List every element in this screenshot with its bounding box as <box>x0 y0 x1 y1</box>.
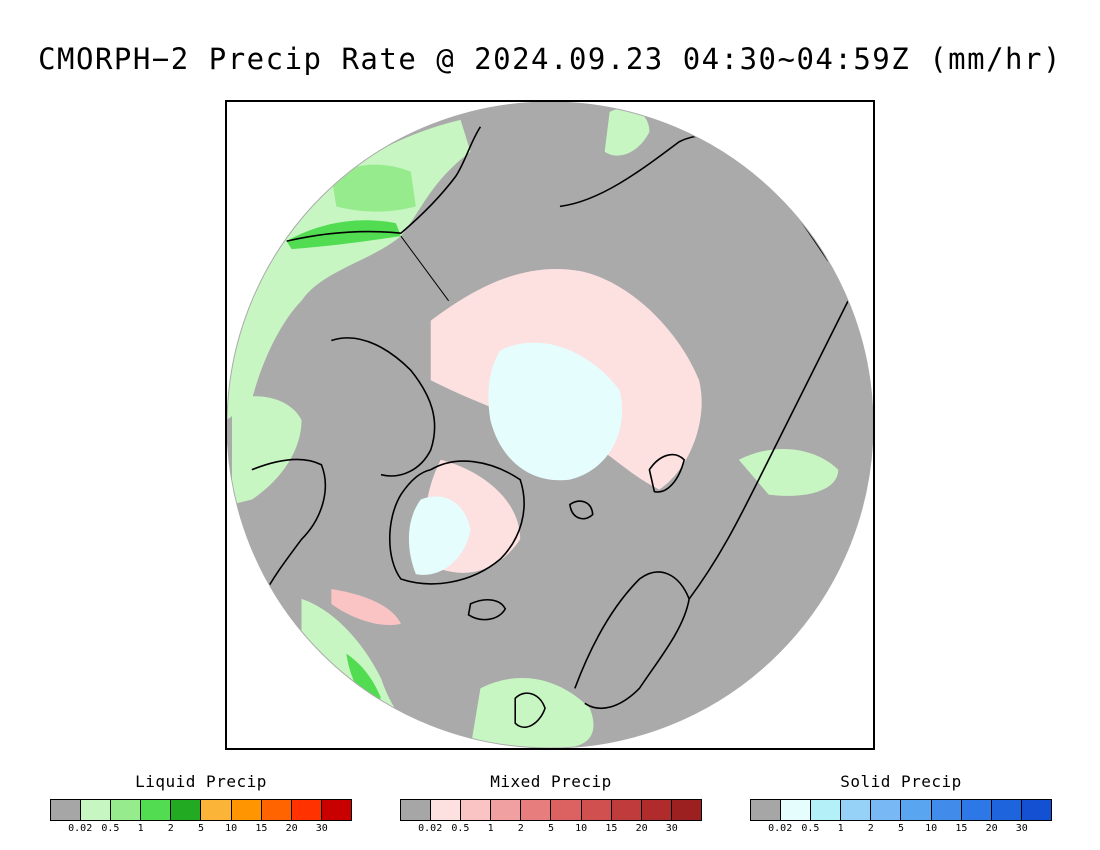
legend-swatch <box>1021 800 1051 820</box>
legend-swatch <box>491 800 522 820</box>
legend-swatch <box>811 800 842 820</box>
coastline-greenland <box>388 460 525 585</box>
legend-swatch <box>841 800 872 820</box>
legend-swatch <box>521 800 552 820</box>
legend-tick-label: 20 <box>985 823 998 834</box>
map-disc <box>227 102 873 748</box>
legend-tick-label: 0.5 <box>101 823 120 834</box>
coastline-canada-archipelago <box>331 337 436 477</box>
legend-swatch <box>321 800 351 820</box>
legend-swatch <box>581 800 612 820</box>
legend-title: Solid Precip <box>840 772 962 791</box>
legend-tick-label: 15 <box>955 823 968 834</box>
legend-tick-label: 1 <box>837 823 844 834</box>
legend-swatch <box>671 800 701 820</box>
legend-mixed-precip: Mixed Precip 0.02 0.5 1 2 5 10 15 20 30 <box>400 772 702 837</box>
legend-swatch <box>171 800 202 820</box>
legend-swatch <box>401 800 432 820</box>
legend-tick-label: 30 <box>1015 823 1028 834</box>
mixed-precip-north-atlantic <box>331 588 401 626</box>
legend-title: Liquid Precip <box>135 772 267 791</box>
liquid-precip-aleutian-band <box>286 220 401 250</box>
legend-swatch <box>141 800 172 820</box>
legend-tick-label: 0.5 <box>801 823 820 834</box>
legend-tick-label: 5 <box>897 823 905 834</box>
legend-swatch <box>551 800 582 820</box>
legend-swatch <box>901 800 932 820</box>
legend-swatch <box>201 800 232 820</box>
legend-title: Mixed Precip <box>490 772 612 791</box>
legend-tick-label: 2 <box>167 823 174 834</box>
legend-swatch <box>961 800 992 820</box>
coastline-russia <box>688 280 859 600</box>
legend-tick-label: 30 <box>665 823 678 834</box>
legend-tick-label: 0.02 <box>418 823 443 834</box>
legend-tick-label: 20 <box>285 823 298 834</box>
legend-tick-label: 5 <box>547 823 555 834</box>
legend-tick-label: 20 <box>635 823 648 834</box>
legend-tick-label: 10 <box>925 823 938 834</box>
legend-tick-label: 30 <box>315 823 328 834</box>
coastline-british-isles <box>514 692 546 728</box>
legend-swatch <box>611 800 642 820</box>
liquid-precip-east-siberia <box>604 108 650 156</box>
legend-tick-label: 10 <box>575 823 588 834</box>
coastline-novaya-zemlya <box>648 453 686 493</box>
coastline-hudson-bay <box>251 458 327 600</box>
legend-swatch <box>81 800 112 820</box>
liquid-precip-canada-west <box>231 396 302 505</box>
legend-swatch <box>461 800 492 820</box>
legend-swatch <box>51 800 82 820</box>
legend-colorbar <box>50 799 352 821</box>
legend-tick-label: 0.5 <box>451 823 470 834</box>
liquid-precip-north-pacific-core <box>331 164 416 212</box>
legend-tick-label: 0.02 <box>68 823 93 834</box>
legend-swatch <box>751 800 782 820</box>
legend-swatch <box>231 800 262 820</box>
legend-tick-label: 15 <box>255 823 268 834</box>
solid-precip-central-arctic <box>488 342 623 481</box>
liquid-precip-atlantic-core <box>346 653 382 704</box>
legend-swatch <box>261 800 292 820</box>
legend-swatch <box>871 800 902 820</box>
map-frame <box>225 100 875 750</box>
legend-tick-labels: 0.02 0.5 1 2 5 10 15 20 30 <box>400 823 702 837</box>
legend-tick-label: 15 <box>605 823 618 834</box>
legend-colorbar <box>750 799 1052 821</box>
legend-swatch <box>291 800 322 820</box>
solid-precip-greenland <box>408 496 471 575</box>
polar-precip-map <box>227 102 873 748</box>
legend-swatch <box>641 800 672 820</box>
map-title: CMORPH−2 Precip Rate @ 2024.09.23 04:30~… <box>38 42 1062 76</box>
legend-liquid-precip: Liquid Precip 0.02 0.5 1 2 5 10 15 20 30 <box>50 772 352 837</box>
coastline-svalbard <box>569 500 594 520</box>
legend-tick-labels: 0.02 0.5 1 2 5 10 15 20 30 <box>50 823 352 837</box>
coastline-iceland <box>467 598 507 621</box>
legend-swatch <box>931 800 962 820</box>
legend-tick-label: 0.02 <box>768 823 793 834</box>
legend-solid-precip: Solid Precip 0.02 0.5 1 2 5 10 15 20 30 <box>750 772 1052 837</box>
legend-swatch <box>111 800 142 820</box>
legend-tick-label: 2 <box>867 823 874 834</box>
legend-tick-label: 10 <box>225 823 238 834</box>
legend-colorbar <box>400 799 702 821</box>
legend-tick-label: 1 <box>137 823 144 834</box>
legend-tick-label: 2 <box>517 823 524 834</box>
coastline-alaska <box>286 126 482 242</box>
legend-swatch <box>431 800 462 820</box>
legend-swatch <box>991 800 1022 820</box>
legend-tick-labels: 0.02 0.5 1 2 5 10 15 20 30 <box>750 823 1052 837</box>
legend-swatch <box>781 800 812 820</box>
legend-tick-label: 1 <box>487 823 494 834</box>
liquid-precip-british-isles <box>470 678 594 748</box>
alaska-border <box>400 235 450 302</box>
legend-tick-label: 5 <box>197 823 205 834</box>
liquid-precip-siberia <box>738 448 839 496</box>
